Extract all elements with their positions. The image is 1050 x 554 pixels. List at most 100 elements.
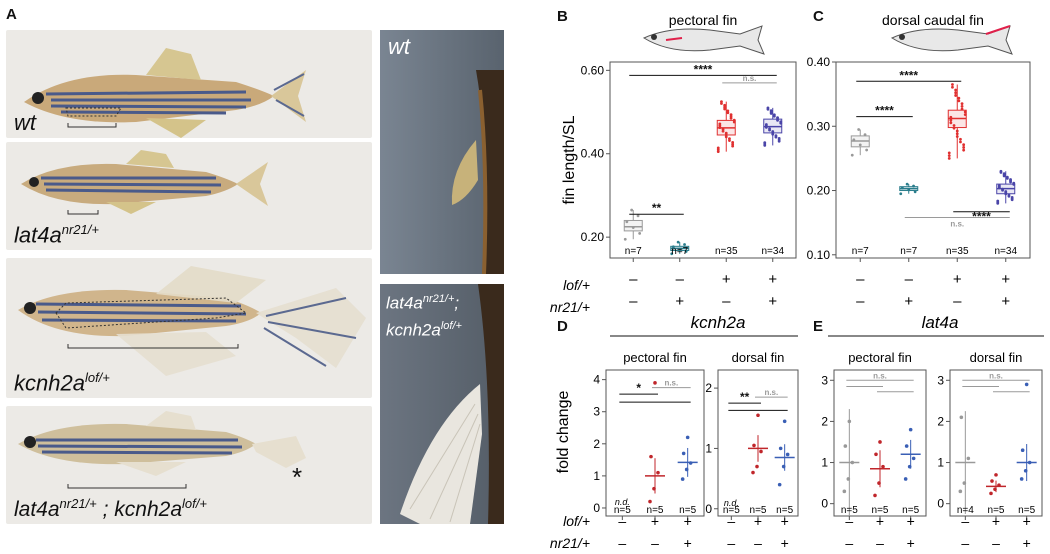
data-point xyxy=(947,151,951,155)
lof-sign: + xyxy=(722,271,731,288)
data-point xyxy=(911,456,916,461)
data-point xyxy=(785,452,790,457)
data-point xyxy=(683,243,686,246)
data-point xyxy=(1007,193,1011,197)
data-point xyxy=(1002,172,1006,176)
panel-letter-b: B xyxy=(557,8,568,25)
y-tick-label: 3 xyxy=(937,373,944,387)
data-point xyxy=(625,220,629,224)
panel-letter-d: D xyxy=(557,318,568,335)
data-point xyxy=(843,444,848,448)
nr21-sign: – xyxy=(727,535,735,551)
y-tick-label: 3 xyxy=(821,373,828,387)
fish-photo-double xyxy=(6,406,372,524)
y-tick-label: 0.40 xyxy=(581,147,605,161)
data-point xyxy=(951,85,954,89)
data-point xyxy=(772,113,776,117)
data-point xyxy=(763,141,767,145)
count-label: n=7 xyxy=(671,246,688,257)
lof-sign: – xyxy=(618,513,626,529)
lof-sign: – xyxy=(856,271,865,288)
count-label: n=34 xyxy=(761,246,784,257)
data-point xyxy=(997,184,1001,187)
lat4a-pectoral-title: pectoral fin xyxy=(848,350,912,365)
sig-bracket-label: n.s. xyxy=(743,74,757,83)
nr21-sign: + xyxy=(904,293,913,310)
plot-frame xyxy=(609,61,797,259)
count-label: n=5 xyxy=(988,505,1005,516)
fish-photo-kcnh2a xyxy=(6,258,372,398)
data-point xyxy=(1024,382,1029,387)
kcnh2a-pectoral-title: pectoral fin xyxy=(623,350,687,365)
data-point xyxy=(776,116,779,120)
nr21-sign: + xyxy=(675,293,684,310)
data-point xyxy=(994,473,998,477)
y-tick-label: 1 xyxy=(821,456,828,470)
data-point xyxy=(731,140,735,144)
data-point xyxy=(680,477,685,481)
y-tick-label: 0.10 xyxy=(807,248,831,262)
data-point xyxy=(1010,196,1014,199)
data-point xyxy=(1023,468,1028,473)
lof-sign: + xyxy=(1023,513,1031,529)
nr21-sign: + xyxy=(1023,535,1031,551)
sig-bracket-label: n.s. xyxy=(764,388,778,397)
nr21-sign: – xyxy=(992,535,1000,551)
count-label: n=5 xyxy=(902,505,919,516)
data-point xyxy=(958,489,963,494)
lat4a-dorsal-title: dorsal fin xyxy=(970,350,1023,365)
y-tick-label: 2 xyxy=(821,414,828,428)
data-point xyxy=(781,464,786,469)
y-tick-label: 0 xyxy=(821,497,828,511)
y-tick-label: 0 xyxy=(937,497,944,511)
data-point xyxy=(954,91,958,95)
sig-bracket-label: **** xyxy=(875,104,894,118)
lof-sign: + xyxy=(876,513,884,529)
count-label: n=5 xyxy=(1018,505,1035,516)
nr21-sign: – xyxy=(651,535,659,551)
data-point xyxy=(721,128,725,131)
nr21-row-label: nr21/+ xyxy=(550,535,590,551)
data-point xyxy=(631,226,635,229)
data-point xyxy=(962,146,966,149)
data-point xyxy=(769,109,773,113)
data-point xyxy=(759,449,763,454)
data-point xyxy=(671,245,675,249)
data-point xyxy=(1027,460,1032,465)
y-tick-label: 0.20 xyxy=(581,230,605,244)
lof-sign: + xyxy=(651,513,659,529)
nd-label: n.d. xyxy=(615,497,630,507)
data-point xyxy=(990,479,994,483)
nr21-sign: – xyxy=(845,535,853,551)
lof-sign: + xyxy=(684,513,692,529)
sig-bracket-label: n.s. xyxy=(950,220,964,229)
data-point xyxy=(728,137,731,141)
data-point xyxy=(952,126,956,130)
nr21-sign: – xyxy=(961,535,969,551)
data-point xyxy=(881,464,885,469)
count-label: n=35 xyxy=(715,246,738,257)
nr21-sign: + xyxy=(781,535,789,551)
y-axis-label: fold change xyxy=(555,391,572,474)
lof-sign: + xyxy=(754,513,762,529)
data-point xyxy=(1005,175,1009,179)
data-point xyxy=(999,169,1003,173)
data-point xyxy=(685,435,690,440)
data-point xyxy=(873,493,877,498)
count-label: n=7 xyxy=(852,246,869,257)
lof-row-label: lof/+ xyxy=(563,277,590,293)
nr21-sign: + xyxy=(768,293,777,310)
data-point xyxy=(850,153,854,157)
data-point xyxy=(954,88,958,92)
y-tick-label: 2 xyxy=(705,381,712,395)
nr21-sign: – xyxy=(722,293,731,310)
data-point xyxy=(960,102,964,106)
sig-bracket-label: ** xyxy=(740,390,750,404)
data-point xyxy=(732,118,736,122)
data-point xyxy=(684,250,688,253)
sig-bracket-label: n.s. xyxy=(664,379,678,388)
lof-sign: + xyxy=(781,513,789,529)
count-label: n=5 xyxy=(614,505,631,516)
count-label: n=5 xyxy=(679,505,696,516)
